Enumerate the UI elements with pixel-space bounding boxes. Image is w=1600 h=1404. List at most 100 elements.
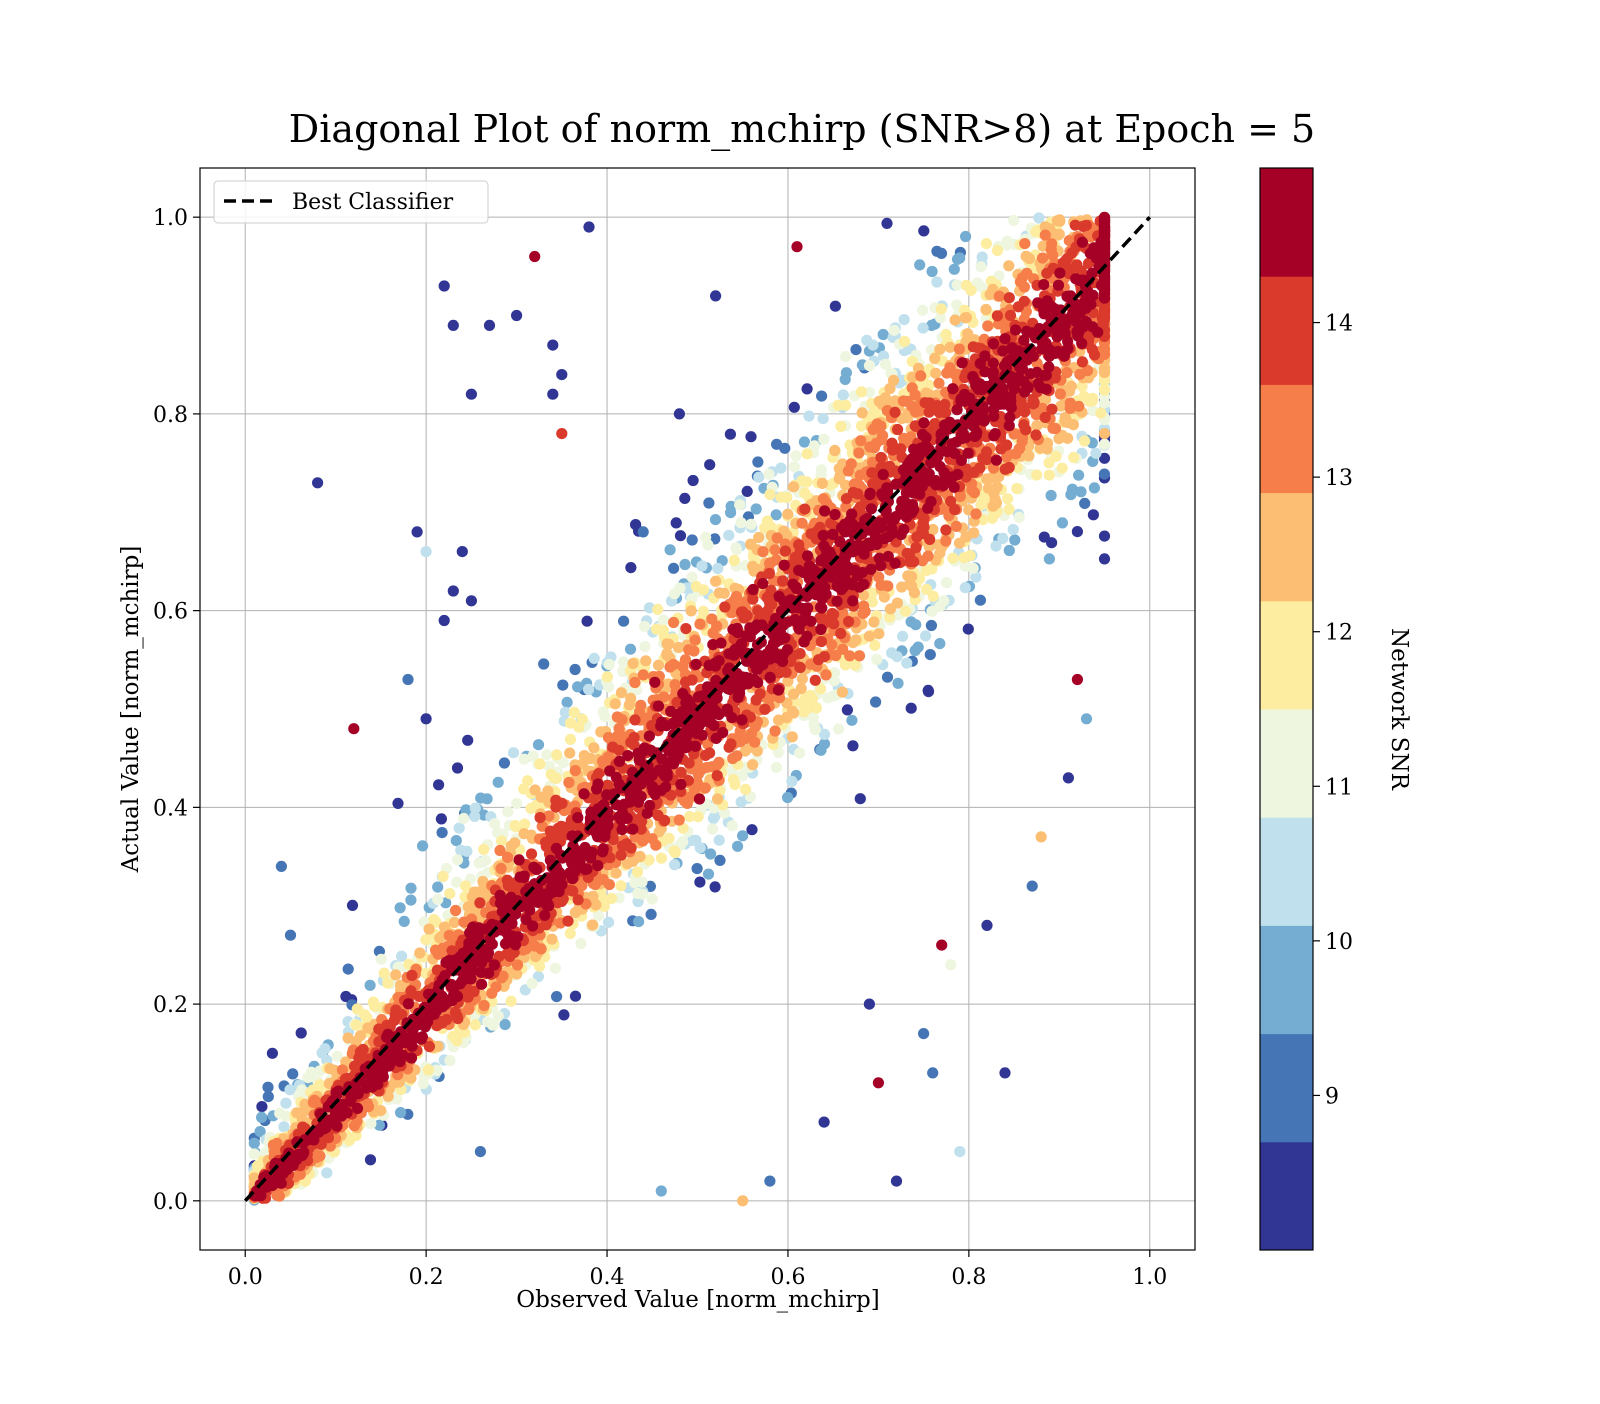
- scatter-point: [452, 854, 463, 865]
- scatter-point: [405, 883, 416, 894]
- scatter-point: [674, 408, 685, 419]
- scatter-point: [626, 842, 637, 853]
- scatter-point: [799, 504, 810, 515]
- scatter-point: [727, 820, 738, 831]
- scatter-point: [947, 383, 958, 394]
- scatter-point: [511, 798, 522, 809]
- scatter-point: [918, 323, 929, 334]
- scatter-point: [529, 251, 540, 262]
- scatter-point: [968, 563, 979, 574]
- scatter-point: [704, 459, 715, 470]
- scatter-point: [950, 315, 961, 326]
- scatter-point: [549, 772, 560, 783]
- scatter-point: [570, 765, 581, 776]
- scatter-point: [850, 344, 861, 355]
- scatter-point: [1077, 356, 1088, 367]
- scatter-point: [546, 934, 557, 945]
- scatter-point: [794, 748, 805, 759]
- scatter-point: [759, 704, 770, 715]
- scatter-point: [734, 499, 745, 510]
- scatter-point: [1099, 469, 1110, 480]
- scatter-point: [764, 489, 775, 500]
- scatter-point: [869, 442, 880, 453]
- scatter-point: [828, 609, 839, 620]
- scatter-point: [915, 370, 926, 381]
- scatter-point: [554, 886, 565, 897]
- scatter-point: [840, 400, 851, 411]
- scatter-point: [347, 900, 358, 911]
- scatter-point: [589, 653, 600, 664]
- scatter-point: [617, 824, 628, 835]
- scatter-point: [564, 748, 575, 759]
- scatter-point: [659, 815, 670, 826]
- scatter-point: [437, 827, 448, 838]
- scatter-point: [525, 803, 536, 814]
- scatter-point: [567, 885, 578, 896]
- scatter-point: [280, 1098, 291, 1109]
- scatter-point: [565, 928, 576, 939]
- scatter-point: [710, 881, 721, 892]
- scatter-point: [815, 745, 826, 756]
- scatter-point: [790, 450, 801, 461]
- scatter-point: [866, 467, 877, 478]
- scatter-point: [625, 737, 636, 748]
- scatter-point: [495, 898, 506, 909]
- scatter-point: [1099, 531, 1110, 542]
- scatter-point: [742, 610, 753, 621]
- scatter-point: [890, 479, 901, 490]
- scatter-point: [601, 789, 612, 800]
- scatter-point: [746, 824, 757, 835]
- scatter-point: [349, 1120, 360, 1131]
- scatter-point: [936, 303, 947, 314]
- scatter-point: [889, 325, 900, 336]
- scatter-point: [1040, 338, 1051, 349]
- scatter-point: [518, 872, 529, 883]
- scatter-point: [475, 1146, 486, 1157]
- scatter-point: [420, 934, 431, 945]
- scatter-point: [918, 1028, 929, 1039]
- scatter-point: [954, 538, 965, 549]
- scatter-point: [314, 1079, 325, 1090]
- scatter-point: [745, 431, 756, 442]
- scatter-point: [994, 291, 1005, 302]
- scatter-point: [729, 779, 740, 790]
- scatter-point: [777, 575, 788, 586]
- scatter-point: [747, 561, 758, 572]
- scatter-point: [780, 546, 791, 557]
- scatter-point: [611, 868, 622, 879]
- scatter-point: [536, 943, 547, 954]
- scatter-point: [625, 562, 636, 573]
- scatter-point: [502, 806, 513, 817]
- scatter-point: [399, 916, 410, 927]
- scatter-point: [547, 389, 558, 400]
- scatter-point: [835, 421, 846, 432]
- scatter-point: [736, 714, 747, 725]
- scatter-point: [439, 970, 450, 981]
- scatter-point: [714, 855, 725, 866]
- scatter-point: [712, 793, 723, 804]
- scatter-point: [746, 728, 757, 739]
- scatter-point: [276, 861, 287, 872]
- scatter-point: [820, 669, 831, 680]
- scatter-point: [585, 852, 596, 863]
- scatter-point: [1099, 553, 1110, 564]
- scatter-point: [1005, 310, 1016, 321]
- scatter-point: [476, 979, 487, 990]
- scatter-point: [920, 397, 931, 408]
- scatter-point: [1066, 247, 1077, 258]
- scatter-point: [603, 917, 614, 928]
- scatter-point: [864, 360, 875, 371]
- scatter-point: [263, 1091, 274, 1102]
- scatter-point: [256, 1112, 267, 1123]
- scatter-point: [357, 1051, 368, 1062]
- scatter-point: [965, 550, 976, 561]
- scatter-point: [1002, 493, 1013, 504]
- scatter-point: [562, 916, 573, 927]
- scatter-point: [897, 631, 908, 642]
- scatter-point: [709, 658, 720, 669]
- scatter-point: [765, 672, 776, 683]
- scatter-point: [629, 714, 640, 725]
- scatter-point: [647, 893, 658, 904]
- scatter-point: [798, 706, 809, 717]
- scatter-point: [1008, 524, 1019, 535]
